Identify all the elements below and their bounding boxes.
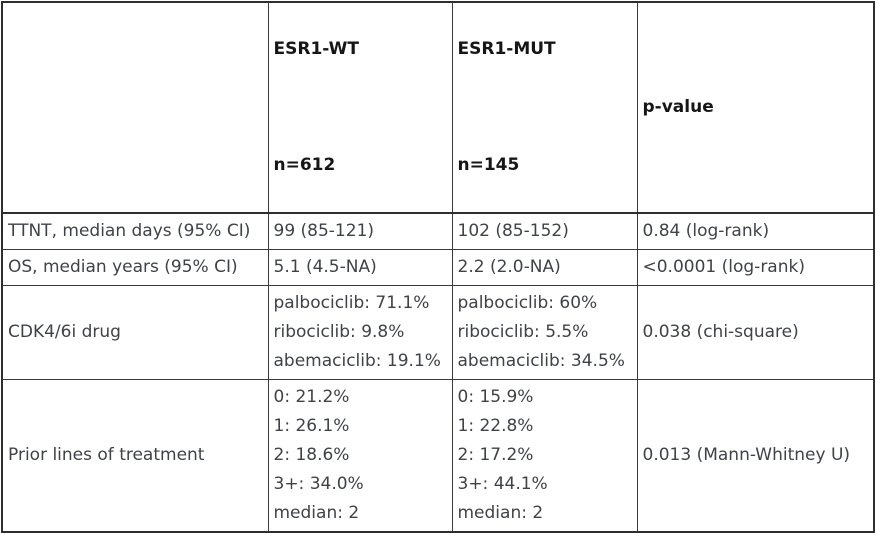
cell-prior-lines-pvalue: 0.013 (Mann-Whitney U) [636,379,875,533]
group-n-wt: n=612 [273,155,336,175]
cell-os-pvalue: <0.0001 (log-rank) [636,249,875,286]
row-label-os: OS, median years (95% CI) [1,249,269,286]
table-row-prior-lines: Prior lines of treatment 0: 21.2% 1: 26.… [1,379,875,533]
header-p-value: p-value [636,1,875,214]
group-name-wt: ESR1-WT [273,39,359,59]
header-empty-cell [1,1,269,214]
table-row-ttnt: TTNT, median days (95% CI) 99 (85-121) 1… [1,212,875,250]
header-esr1-wt: ESR1-WT n=612 [267,1,453,214]
cell-os-wt: 5.1 (4.5-NA) [267,249,453,286]
cell-ttnt-pvalue: 0.84 (log-rank) [636,212,875,250]
header-spacer [274,93,447,122]
group-n-mut: n=145 [457,155,520,175]
table-row-cdk46i-drug: CDK4/6i drug palbociclib: 71.1% ribocicl… [1,285,875,380]
cell-ttnt-wt: 99 (85-121) [267,212,453,250]
row-label-cdk46i-drug: CDK4/6i drug [1,285,269,380]
header-spacer [458,93,632,122]
table-row-os: OS, median years (95% CI) 5.1 (4.5-NA) 2… [1,249,875,286]
cell-cdk46i-wt: palbociclib: 71.1% ribociclib: 9.8% abem… [267,285,453,380]
group-name-mut: ESR1-MUT [457,39,556,59]
header-esr1-mut: ESR1-MUT n=145 [451,1,638,214]
cell-cdk46i-pvalue: 0.038 (chi-square) [636,285,875,380]
cell-ttnt-mut: 102 (85-152) [451,212,638,250]
cell-prior-lines-mut: 0: 15.9% 1: 22.8% 2: 17.2% 3+: 44.1% med… [451,379,638,533]
header-row: ESR1-WT n=612 ESR1-MUT n=145 p-value [1,1,875,214]
cell-cdk46i-mut: palbociclib: 60% ribociclib: 5.5% abemac… [451,285,638,380]
row-label-ttnt: TTNT, median days (95% CI) [1,212,269,250]
row-label-prior-lines: Prior lines of treatment [1,379,269,533]
cell-prior-lines-wt: 0: 21.2% 1: 26.1% 2: 18.6% 3+: 34.0% med… [267,379,453,533]
cell-os-mut: 2.2 (2.0-NA) [451,249,638,286]
